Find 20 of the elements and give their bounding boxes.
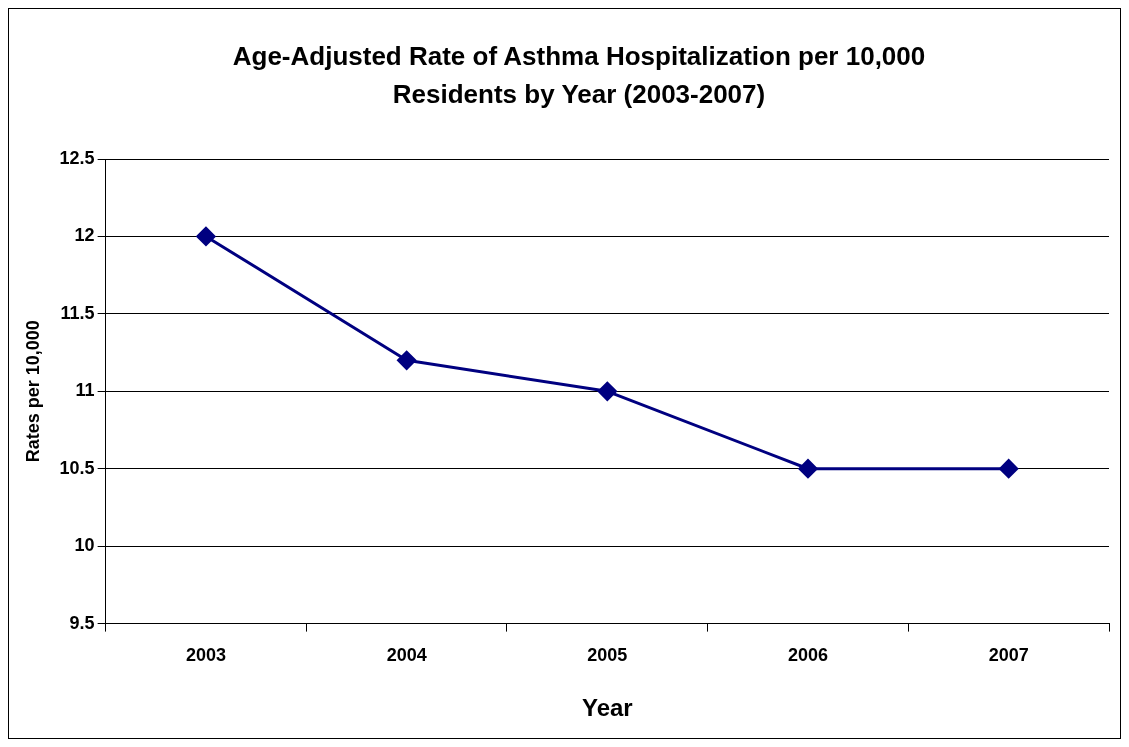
y-axis-title: Rates per 10,000 — [22, 320, 43, 463]
x-axis-title: Year — [581, 694, 633, 722]
y-tick-label: 11.5 — [60, 302, 95, 323]
point — [597, 381, 617, 401]
y-tick-label: 9.5 — [69, 612, 95, 633]
point — [397, 350, 417, 370]
y-tick-label: 10.5 — [59, 457, 95, 478]
y-tick-label: 12 — [74, 225, 95, 246]
x-tick-label: 2003 — [185, 645, 226, 666]
x-tick-label: 2006 — [787, 645, 829, 666]
y-tick-label: 11 — [75, 380, 95, 401]
point — [798, 459, 818, 479]
x-tick-label: 2005 — [587, 645, 628, 666]
y-tick-label: 10 — [74, 535, 95, 556]
chart-title: Age-Adjusted Rate of Asthma Hospitalization per 10,000 Residents by Year (2003-2007) — [231, 40, 927, 111]
y-tick-label: 12.5 — [59, 147, 95, 168]
x-tick-label: 2004 — [386, 645, 427, 666]
x-tick-label: 2007 — [988, 645, 1029, 666]
point — [196, 226, 216, 246]
point — [999, 459, 1019, 479]
